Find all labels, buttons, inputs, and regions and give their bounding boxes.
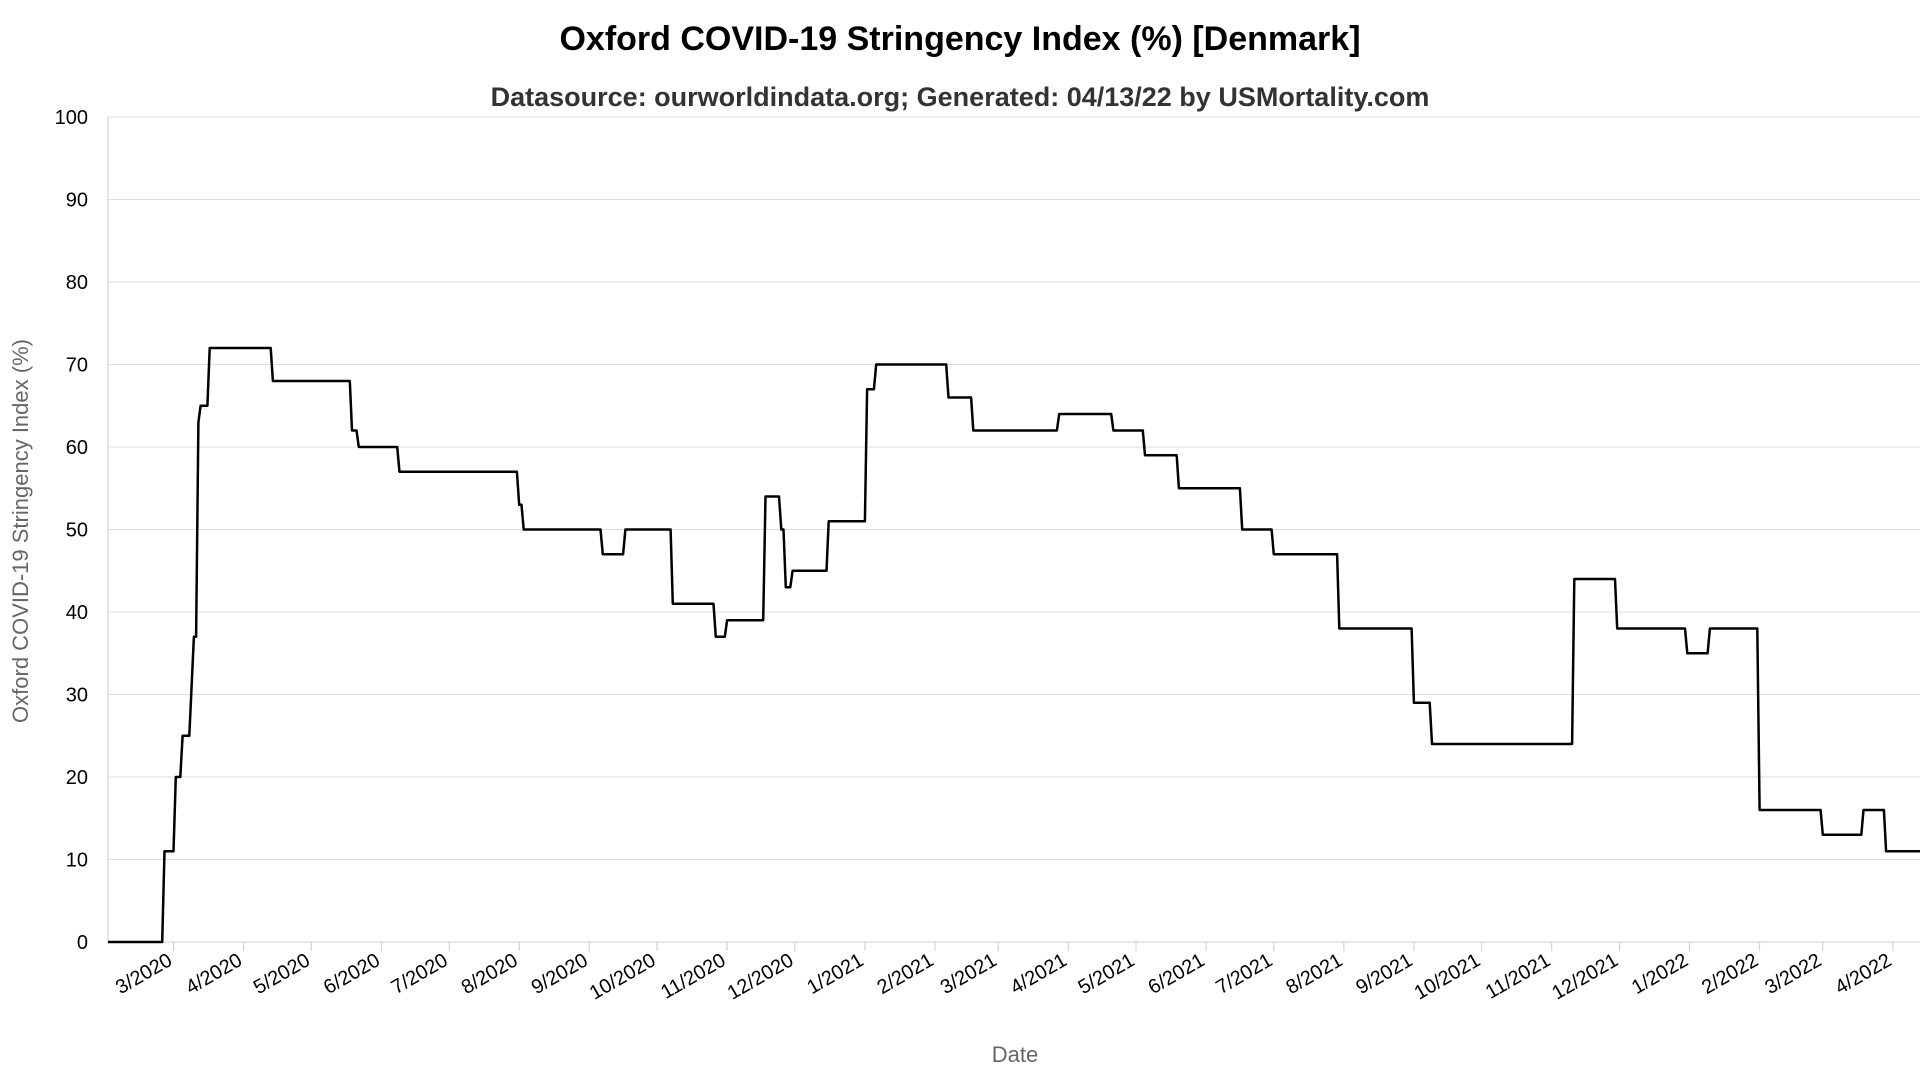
x-tick-label: 10/2021 <box>1411 949 1485 1004</box>
x-tick-label: 1/2022 <box>1628 949 1692 999</box>
y-tick-label: 40 <box>66 602 88 624</box>
y-axis-label: Oxford COVID-19 Stringency Index (%) <box>8 339 33 723</box>
y-tick-label: 30 <box>66 685 88 707</box>
x-tick-label: 11/2020 <box>657 949 729 1003</box>
x-tick-label: 4/2021 <box>1007 949 1071 999</box>
x-tick-label: 2/2021 <box>873 949 937 999</box>
y-tick-label: 10 <box>66 850 88 872</box>
x-tick-label: 12/2021 <box>1548 949 1622 1004</box>
series-line-stringency-index <box>108 346 1920 944</box>
x-tick-label: 9/2020 <box>528 949 592 999</box>
x-tick-label: 3/2020 <box>112 949 176 999</box>
y-tick-label: 100 <box>55 107 88 129</box>
x-tick-label: 6/2021 <box>1145 949 1209 999</box>
x-tick-label: 3/2021 <box>937 949 1001 999</box>
x-tick-label: 4/2020 <box>182 949 246 999</box>
x-tick-label: 6/2020 <box>320 949 384 999</box>
chart-title: Oxford COVID-19 Stringency Index (%) [De… <box>559 20 1360 58</box>
x-tick-label: 8/2021 <box>1282 949 1346 999</box>
chart-subtitle: Datasource: ourworldindata.org; Generate… <box>491 82 1430 112</box>
x-tick-label: 9/2021 <box>1352 949 1416 999</box>
x-tick-label: 11/2021 <box>1482 949 1554 1003</box>
x-tick-label: 4/2022 <box>1831 949 1895 999</box>
x-tick-label: 5/2020 <box>250 949 314 999</box>
x-tick-label: 2/2022 <box>1698 949 1762 999</box>
x-tick-label: 8/2020 <box>458 949 522 999</box>
x-axis-label: Date <box>992 1042 1038 1067</box>
y-tick-label: 70 <box>66 355 88 377</box>
x-tick-label: 1/2021 <box>803 949 867 999</box>
x-tick-label: 12/2020 <box>724 949 798 1004</box>
y-tick-labels: 0 10 20 30 40 50 60 70 80 90 100 <box>55 107 88 954</box>
y-tick-label: 0 <box>77 932 88 954</box>
y-tick-label: 90 <box>66 190 88 212</box>
y-tick-label: 50 <box>66 520 88 542</box>
x-tick-labels: 3/2020 4/2020 5/2020 6/2020 7/2020 8/2020 9/20… <box>112 949 1895 1004</box>
gridlines <box>108 116 1920 860</box>
axes <box>107 117 1920 951</box>
y-tick-label: 80 <box>66 272 88 294</box>
x-tick-label: 5/2021 <box>1075 949 1139 999</box>
x-tick-label: 10/2020 <box>586 949 660 1004</box>
x-tick-label: 7/2021 <box>1212 949 1276 999</box>
y-tick-label: 20 <box>66 767 88 789</box>
x-tick-label: 7/2020 <box>388 949 452 999</box>
y-tick-label: 60 <box>66 437 88 459</box>
x-tick-label: 3/2022 <box>1761 949 1825 999</box>
